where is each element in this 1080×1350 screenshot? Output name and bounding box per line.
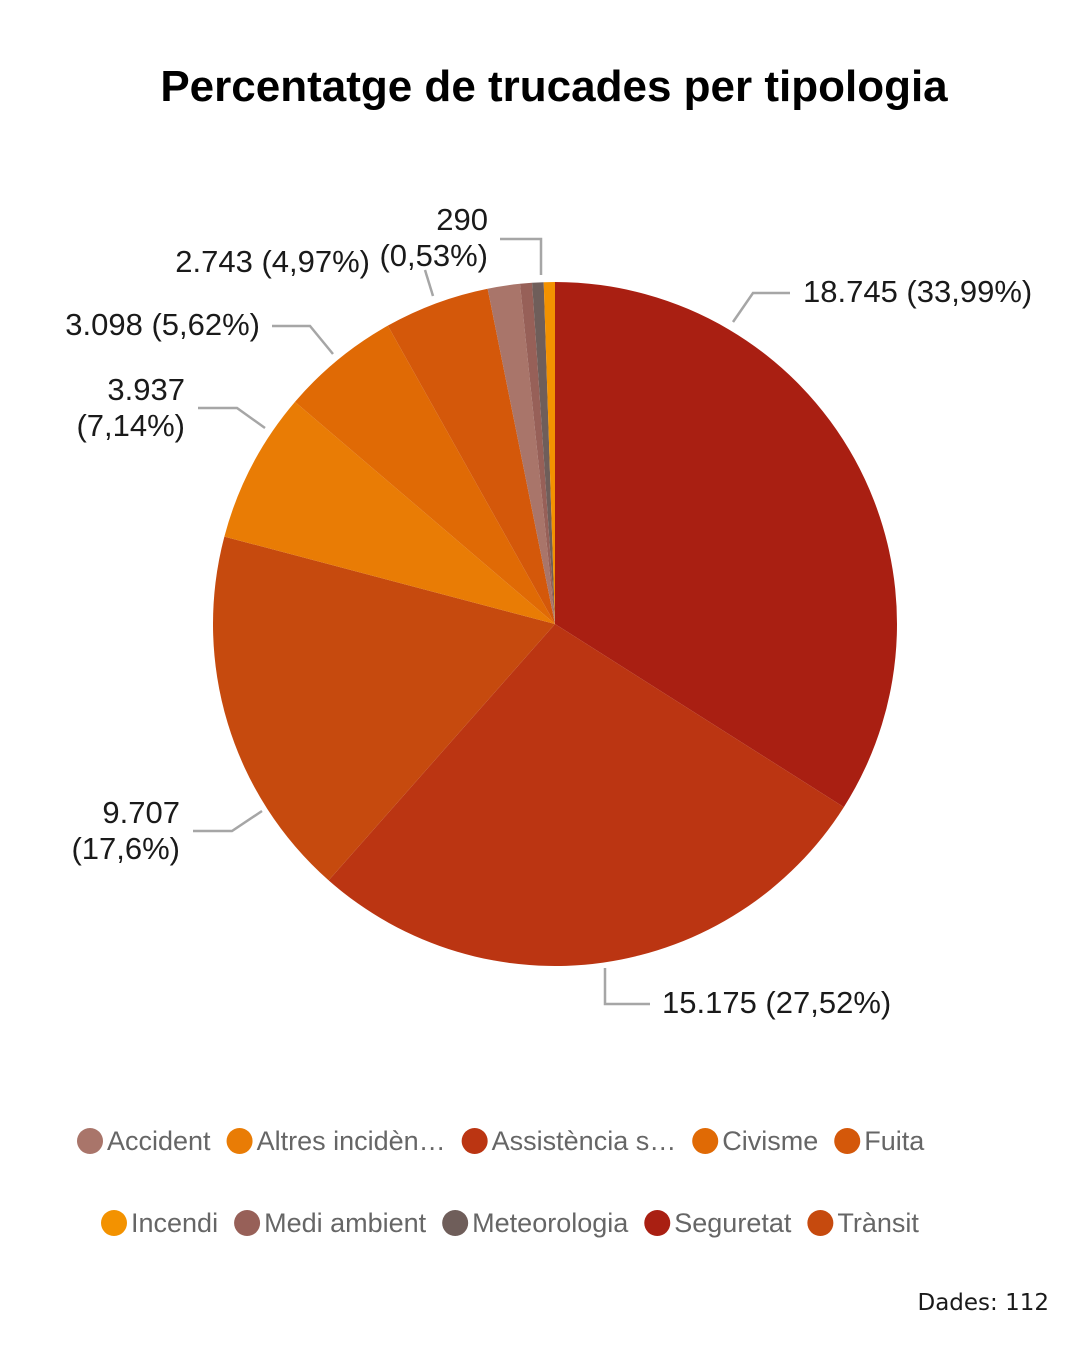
data-label-assistencia-s: 15.175 (27,52%) <box>662 985 891 1020</box>
legend-swatch-fuita <box>834 1128 861 1154</box>
legend-item-fuita[interactable]: Fuita <box>834 1126 925 1156</box>
legend-item-transit[interactable]: Trànsit <box>807 1208 919 1238</box>
legend: Accident Altres incidèn… Assistència s… Civ… <box>77 1126 925 1238</box>
data-label-fuita: 2.743 (4,97%) <box>175 244 370 279</box>
leader-line-assistencia-s <box>603 968 650 1006</box>
legend-item-medi-ambient[interactable]: Medi ambient <box>234 1208 427 1238</box>
leader-line-transit <box>193 809 263 833</box>
pie-slice-altres-inciden[interactable] <box>224 401 556 624</box>
pie-slice-assistencia-s[interactable] <box>328 624 844 967</box>
data-label-seguretat: 18.745 (33,99%) <box>803 274 1032 309</box>
data-labels: 18.745 (33,99%) 15.175 (27,52%) 9.707 (17,6… <box>65 202 1032 1020</box>
legend-item-assistencia-s[interactable]: Assistència s… <box>461 1126 677 1156</box>
pie-slice-meteorologia[interactable] <box>532 282 555 624</box>
legend-swatch-civisme <box>692 1128 719 1154</box>
legend-label-transit: Trànsit <box>837 1208 919 1238</box>
pie-slice-transit[interactable] <box>213 536 555 881</box>
legend-label-seguretat: Seguretat <box>674 1208 792 1238</box>
legend-label-assistencia-s: Assistència s… <box>492 1126 677 1156</box>
legend-swatch-medi-ambient <box>234 1210 261 1236</box>
leader-line-civisme <box>272 324 334 355</box>
leader-line-seguretat <box>731 291 790 323</box>
legend-swatch-altres-inciden <box>226 1128 253 1154</box>
data-label-incendi: 290 (0,53%) <box>379 202 488 273</box>
leader-lines <box>193 237 790 1006</box>
pie-slice-civisme[interactable] <box>294 325 555 624</box>
data-label-civisme: 3.098 (5,62%) <box>65 307 260 342</box>
data-label-transit: 9.707 (17,6%) <box>71 795 180 866</box>
pie-slice-accident[interactable] <box>487 283 555 624</box>
legend-item-civisme[interactable]: Civisme <box>692 1126 818 1156</box>
legend-label-fuita: Fuita <box>864 1126 925 1156</box>
legend-swatch-accident <box>77 1128 103 1154</box>
pie-slice-seguretat[interactable] <box>555 282 897 808</box>
leader-line-incendi <box>500 237 543 275</box>
chart-title: Percentatge de trucades per tipologia <box>160 62 948 111</box>
leader-line-altres-inciden <box>198 406 266 430</box>
legend-item-meteorologia[interactable]: Meteorologia <box>442 1208 629 1238</box>
legend-label-civisme: Civisme <box>722 1126 818 1156</box>
legend-item-accident[interactable]: Accident <box>77 1126 211 1156</box>
legend-swatch-seguretat <box>644 1210 671 1236</box>
pie-slice-incendi[interactable] <box>543 282 555 624</box>
pie-slice-medi-ambient[interactable] <box>519 282 555 624</box>
legend-item-seguretat[interactable]: Seguretat <box>644 1208 792 1238</box>
legend-label-accident: Accident <box>107 1126 211 1156</box>
legend-swatch-assistencia-s <box>461 1128 488 1154</box>
source-note: Dades: 112 <box>917 1290 1050 1316</box>
legend-swatch-incendi <box>101 1210 127 1236</box>
legend-label-medi-ambient: Medi ambient <box>264 1208 427 1238</box>
pie-slice-fuita[interactable] <box>387 288 555 624</box>
data-label-altres-inciden: 3.937 (7,14%) <box>76 372 185 443</box>
legend-swatch-meteorologia <box>442 1210 469 1236</box>
leader-line-fuita <box>423 269 435 297</box>
legend-label-incendi: Incendi <box>131 1208 218 1238</box>
legend-label-meteorologia: Meteorologia <box>472 1208 629 1238</box>
legend-swatch-transit <box>807 1210 834 1236</box>
pie-slices <box>213 282 897 967</box>
legend-item-incendi[interactable]: Incendi <box>101 1208 218 1238</box>
legend-item-altres-inciden[interactable]: Altres incidèn… <box>226 1126 446 1156</box>
legend-label-altres-inciden: Altres incidèn… <box>257 1126 446 1156</box>
